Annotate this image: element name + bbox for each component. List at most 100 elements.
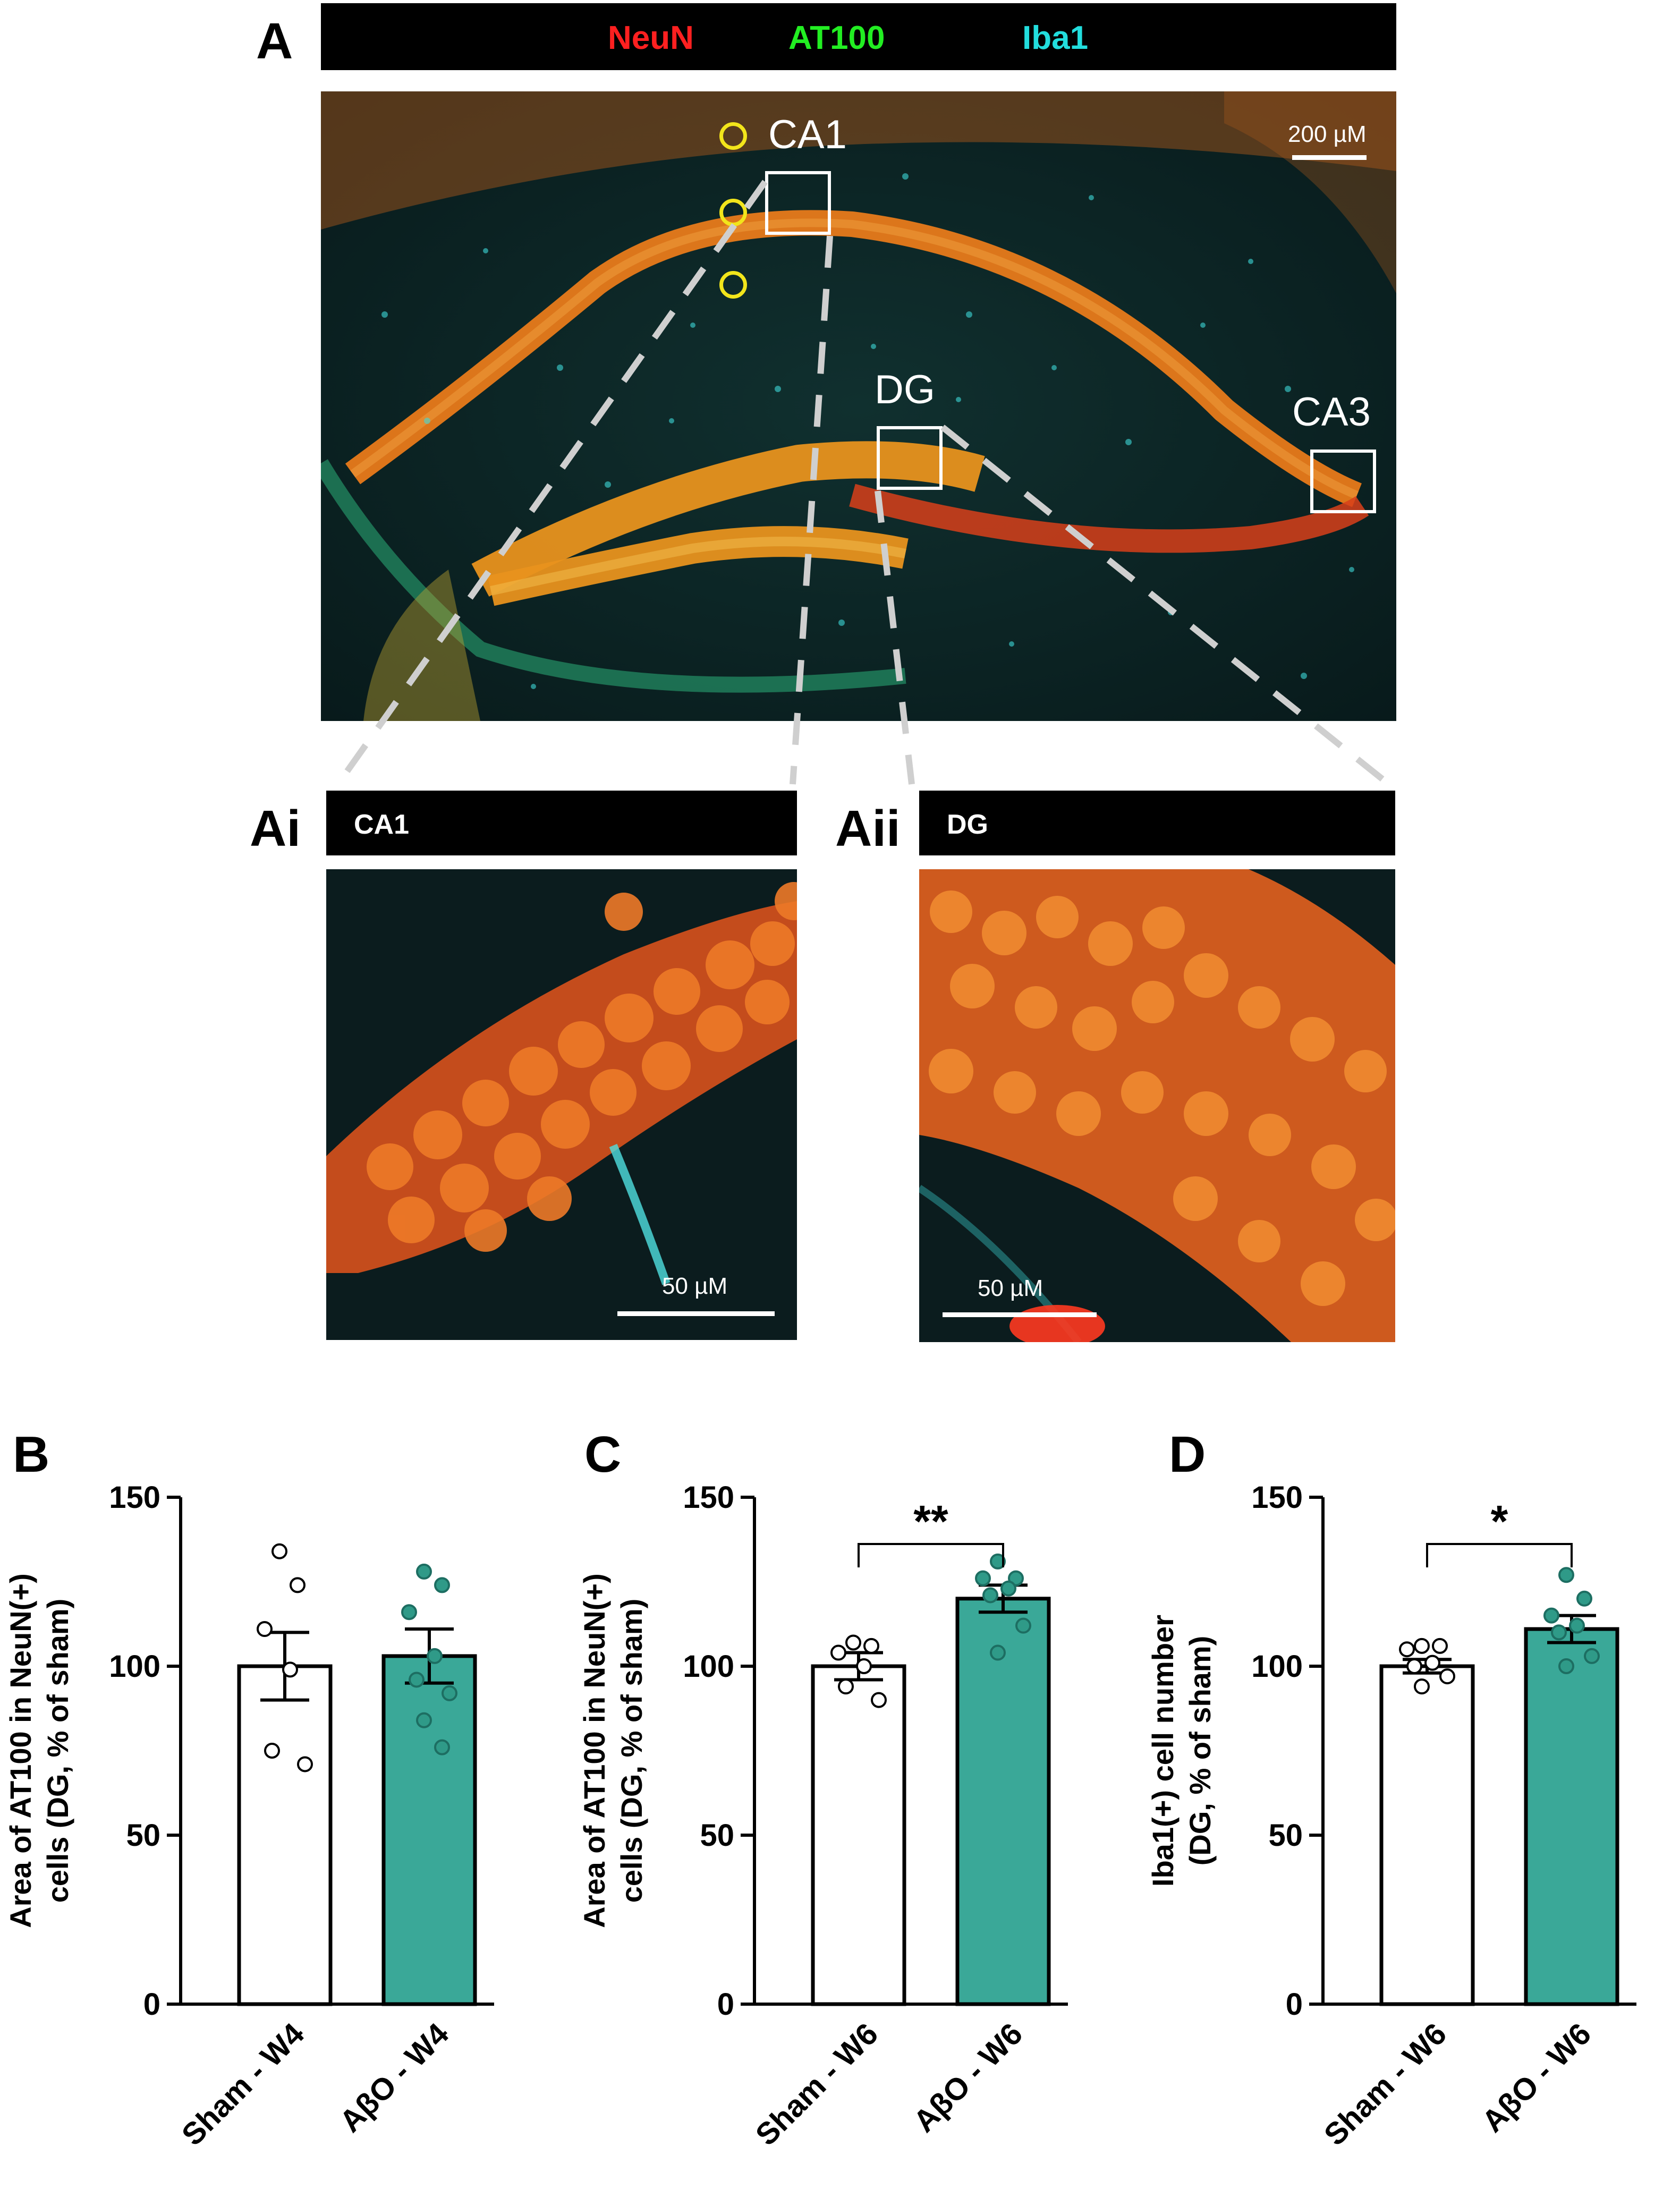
y-tick-label: 50: [126, 1818, 160, 1853]
data-point: [871, 1692, 887, 1708]
panel-letter-ai: Ai: [250, 800, 301, 857]
y-tick-label: 100: [683, 1649, 734, 1684]
panel-letter-b: B: [13, 1426, 50, 1483]
region-label-dg: DG: [875, 367, 935, 412]
y-tick-label: 100: [109, 1649, 160, 1684]
data-point: [845, 1634, 861, 1651]
data-point: [1414, 1678, 1430, 1695]
data-point: [1399, 1641, 1415, 1658]
data-point: [863, 1638, 879, 1654]
y-axis-label: cells (DG, % of sham): [41, 1599, 74, 1903]
scale-label-a: 200 µM: [1288, 121, 1367, 147]
data-point: [409, 1672, 425, 1688]
y-axis-label: Area of AT100 in NeuN(+): [578, 1573, 611, 1928]
data-point: [427, 1648, 443, 1664]
data-point: [1558, 1567, 1574, 1583]
data-point: [401, 1604, 417, 1621]
y-tick-label: 150: [1251, 1480, 1303, 1515]
data-point: [1558, 1658, 1574, 1674]
data-point: [282, 1661, 298, 1678]
channel-at100-label: AT100: [788, 20, 885, 56]
dg-micrograph: 50 µM: [919, 869, 1395, 1342]
roi-circle-top: [719, 122, 747, 150]
bar: [1524, 1627, 1619, 2006]
region-box-dg: [877, 426, 943, 490]
panel-letter-c: C: [584, 1426, 622, 1483]
scale-label-dg: 50 µM: [978, 1275, 1043, 1301]
category-label: Sham - W6: [1318, 2016, 1454, 2152]
channel-iba1-label: Iba1: [1022, 20, 1089, 56]
data-point: [1584, 1648, 1600, 1664]
region-label-ca1: CA1: [768, 112, 847, 157]
bar: [1379, 1664, 1475, 2006]
data-point: [297, 1756, 313, 1772]
channel-neun-label: NeuN: [608, 20, 694, 56]
data-point: [1406, 1658, 1422, 1674]
significance-marker: **: [913, 1496, 948, 1546]
data-point: [416, 1712, 432, 1728]
scale-bar-ca1: [617, 1311, 775, 1316]
category-label: Sham - W4: [175, 2016, 311, 2152]
data-point: [257, 1621, 273, 1638]
data-point: [434, 1577, 450, 1593]
data-point: [982, 1587, 998, 1604]
region-box-ca1: [765, 171, 831, 235]
data-point: [838, 1678, 854, 1695]
y-tick-label: 50: [1268, 1818, 1303, 1853]
y-axis-label: Iba1(+) cell number: [1146, 1615, 1180, 1887]
data-point: [271, 1543, 287, 1559]
data-point: [1543, 1607, 1559, 1624]
chart-c: 0 50 100 150 Area of AT100 in NeuN(+) cells (…: [578, 1480, 1068, 2152]
data-point: [1439, 1668, 1455, 1685]
data-point: [1414, 1638, 1430, 1654]
channel-title-bar: NeuN AT100 Iba1: [321, 3, 1396, 70]
zoom-guide-lines: [335, 180, 1391, 787]
significance-marker: *: [1491, 1496, 1508, 1546]
significance-bracket: [1426, 1543, 1573, 1567]
significance-bracket: [858, 1543, 1004, 1567]
region-box-ca3: [1310, 449, 1376, 513]
scale-bar-dg: [943, 1312, 1097, 1317]
data-point: [1576, 1590, 1592, 1607]
data-point: [856, 1658, 872, 1674]
ca1-title: CA1: [354, 809, 410, 840]
data-point: [1551, 1624, 1567, 1641]
panel-letter-a: A: [256, 13, 293, 70]
data-point: [990, 1553, 1006, 1570]
data-point: [1432, 1638, 1448, 1654]
data-point: [290, 1577, 306, 1593]
chart-d: 0 50 100 150 Iba1(+) cell number (DG, % of sh…: [1146, 1480, 1636, 2152]
dg-title-bar: DG: [919, 791, 1395, 855]
scale-bar-a: [1292, 155, 1367, 160]
y-tick-label: 0: [143, 1987, 160, 2022]
data-point: [442, 1685, 457, 1701]
panel-letter-aii: Aii: [835, 800, 901, 857]
data-point: [1424, 1655, 1440, 1671]
data-point: [1000, 1580, 1016, 1597]
data-point: [434, 1739, 450, 1755]
data-point: [830, 1644, 846, 1661]
hippocampus-micrograph: CA1 DG CA3 200 µM: [321, 91, 1396, 721]
data-point: [264, 1743, 280, 1759]
y-tick-label: 150: [109, 1480, 160, 1515]
ca1-micrograph: 50 µM: [326, 869, 797, 1340]
scale-label-ca1: 50 µM: [662, 1273, 728, 1299]
data-point: [1015, 1617, 1031, 1634]
data-point: [1569, 1617, 1585, 1634]
roi-circle-bottom: [719, 271, 747, 299]
bar: [955, 1597, 1051, 2006]
data-point: [990, 1644, 1006, 1661]
y-tick-label: 0: [717, 1987, 734, 2022]
category-label: AβO - W6: [907, 2016, 1029, 2139]
bar: [811, 1664, 906, 2006]
panel-letter-d: D: [1169, 1426, 1206, 1483]
y-tick-label: 0: [1286, 1987, 1303, 2022]
data-point: [975, 1570, 991, 1587]
category-label: AβO - W4: [333, 2016, 455, 2139]
y-tick-label: 50: [700, 1818, 734, 1853]
ca1-title-bar: CA1: [326, 791, 797, 855]
data-point: [416, 1563, 432, 1580]
bar: [237, 1664, 333, 2006]
chart-b: 0 50 100 150 Area of AT100 in NeuN(+) cells (…: [4, 1480, 494, 2152]
category-label: Sham - W6: [749, 2016, 885, 2152]
